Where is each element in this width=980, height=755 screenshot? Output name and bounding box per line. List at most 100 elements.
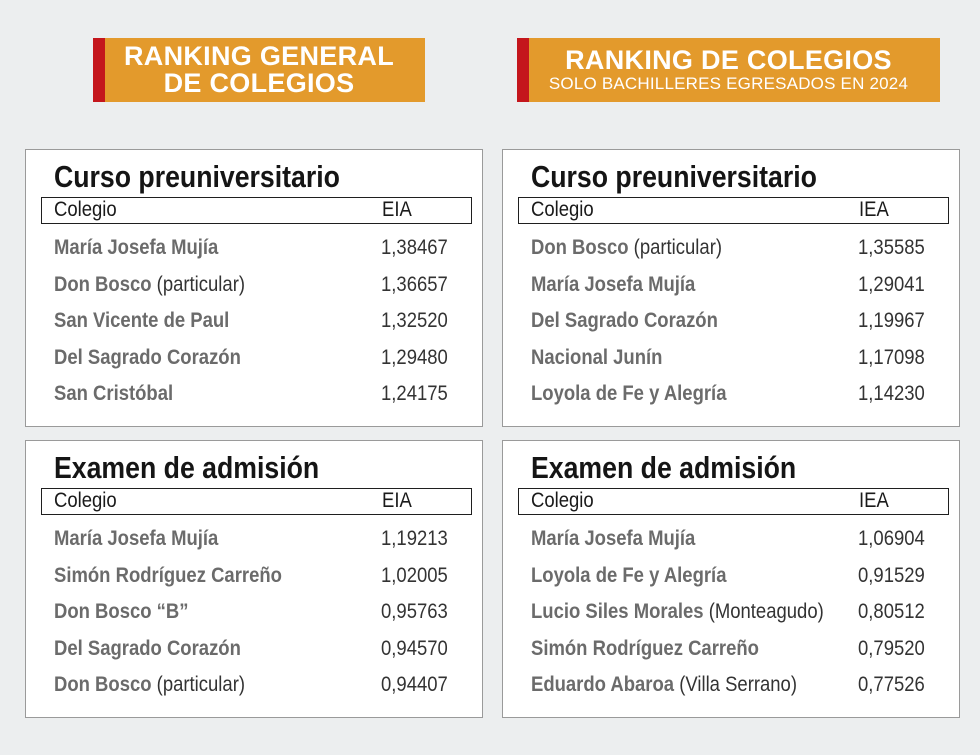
school-name: San Vicente de Paul [54, 303, 229, 339]
table-row: Simón Rodríguez Carreño 0,79520 [503, 631, 959, 667]
school-name: María Josefa Mujía [54, 230, 218, 266]
panel-title: Examen de admisión [54, 450, 320, 485]
index-value: 1,17098 [858, 345, 925, 369]
table-row: San Cristóbal 1,24175 [26, 376, 482, 412]
school-name: Nacional Junín [531, 340, 662, 376]
table-row: Lucio Siles Morales (Monteagudo) 0,80512 [503, 594, 959, 630]
header-colegio: Colegio [54, 198, 117, 221]
header-colegio: Colegio [531, 198, 594, 221]
table-row: Del Sagrado Corazón 1,19967 [503, 303, 959, 339]
index-value: 0,94407 [381, 673, 448, 696]
school-name-detail: (Monteagudo) [708, 600, 824, 623]
table-row: Del Sagrado Corazón 1,29480 [26, 340, 482, 376]
school-name-main: Lucio Siles Morales [531, 600, 704, 623]
index-value: 1,29480 [381, 345, 448, 369]
header-index: IEA [859, 489, 889, 512]
table-row: María Josefa Mujía 1,06904 [503, 521, 959, 557]
banner-right-line2: SOLO BACHILLERES EGRESADOS EN 2024 [548, 73, 909, 93]
index-value: 1,14230 [858, 382, 925, 405]
table-row: Loyola de Fe y Alegría 1,14230 [503, 376, 959, 412]
table-header: Colegio EIA [41, 197, 472, 224]
index-value: 0,80512 [858, 600, 925, 623]
table-row: Nacional Junín 1,17098 [503, 340, 959, 376]
school-name: Don Bosco “B” [54, 594, 189, 630]
school-name: Simón Rodríguez Carreño [531, 631, 759, 667]
header-index: EIA [382, 489, 412, 512]
index-value: 1,24175 [381, 382, 448, 405]
school-name-main: Don Bosco [54, 272, 152, 296]
banner-right-line1: RANKING DE COLEGIOS [565, 44, 892, 75]
school-name: Del Sagrado Corazón [54, 340, 241, 376]
table-header: Colegio EIA [41, 488, 472, 515]
banner-ranking-general: RANKING GENERAL DE COLEGIOS [93, 38, 425, 102]
index-value: 0,91529 [858, 563, 925, 587]
school-name: San Cristóbal [54, 376, 173, 412]
index-value: 1,19213 [381, 527, 448, 550]
school-name: Don Bosco (particular) [54, 267, 245, 303]
school-name-main: Loyola de Fe y Alegría [531, 563, 727, 587]
index-value: 1,32520 [381, 309, 448, 332]
school-name-main: Don Bosco [531, 236, 629, 259]
school-name-main: María Josefa Mujía [531, 272, 696, 296]
school-name: María Josefa Mujía [531, 267, 695, 303]
index-value: 1,19967 [858, 309, 925, 332]
table-row: María Josefa Mujía 1,38467 [26, 230, 482, 266]
table-header: Colegio IEA [518, 488, 949, 515]
table-row: Don Bosco “B” 0,95763 [26, 594, 482, 630]
school-name-main: María Josefa Mujía [54, 236, 219, 259]
school-name-main: San Cristóbal [54, 382, 174, 405]
school-name-main: Del Sagrado Corazón [54, 345, 241, 369]
school-name-main: María Josefa Mujía [54, 527, 219, 550]
panel-left-bottom: Examen de admisión Colegio EIA María Josefa… [25, 440, 483, 718]
table-row: María Josefa Mujía 1,29041 [503, 267, 959, 303]
index-value: 1,35585 [858, 236, 925, 259]
panel-right-bottom: Examen de admisión Colegio IEA María Josefa… [502, 440, 960, 718]
table-row: Don Bosco (particular) 1,36657 [26, 267, 482, 303]
header-colegio: Colegio [531, 489, 594, 512]
index-value: 0,79520 [858, 636, 925, 660]
school-name-main: Del Sagrado Corazón [54, 636, 241, 660]
index-value: 1,38467 [381, 236, 448, 259]
school-name-main: Simón Rodríguez Carreño [54, 563, 282, 587]
panel-title: Examen de admisión [531, 450, 797, 485]
table-row: Don Bosco (particular) 1,35585 [503, 230, 959, 266]
table-row: Loyola de Fe y Alegría 0,91529 [503, 558, 959, 594]
school-name-main: San Vicente de Paul [54, 309, 230, 332]
index-value: 0,94570 [381, 636, 448, 660]
school-name: Don Bosco (particular) [54, 667, 245, 703]
school-name-main: Del Sagrado Corazón [531, 309, 718, 332]
header-index: IEA [859, 198, 889, 221]
banner-left-line1: RANKING GENERAL [123, 41, 394, 71]
table-row: Eduardo Abaroa (Villa Serrano) 0,77526 [503, 667, 959, 703]
school-name-detail: (particular) [633, 236, 723, 259]
index-value: 0,77526 [858, 673, 925, 696]
school-name-main: Nacional Junín [531, 345, 663, 369]
school-name: Loyola de Fe y Alegría [531, 376, 726, 412]
school-name: Simón Rodríguez Carreño [54, 558, 282, 594]
panel-title: Curso preuniversitario [531, 159, 817, 194]
school-name-main: María Josefa Mujía [531, 527, 696, 550]
table-row: Simón Rodríguez Carreño 1,02005 [26, 558, 482, 594]
school-name: Lucio Siles Morales (Monteagudo) [531, 594, 824, 630]
banner-ranking-colegios: RANKING DE COLEGIOS SOLO BACHILLERES EGR… [517, 38, 940, 102]
table-header: Colegio IEA [518, 197, 949, 224]
panel-right-top: Curso preuniversitario Colegio IEA Don Bosc… [502, 149, 960, 427]
index-value: 1,06904 [858, 527, 925, 550]
school-name-main: Don Bosco “B” [54, 600, 189, 623]
school-name-main: Eduardo Abaroa [531, 673, 675, 696]
school-name: Del Sagrado Corazón [54, 631, 241, 667]
banner-left-line2: DE COLEGIOS [163, 68, 355, 98]
school-name-main: Don Bosco [54, 673, 152, 696]
school-name-main: Loyola de Fe y Alegría [531, 382, 727, 405]
header-colegio: Colegio [54, 489, 117, 512]
school-name: Del Sagrado Corazón [531, 303, 718, 339]
school-name: Loyola de Fe y Alegría [531, 558, 726, 594]
school-name: María Josefa Mujía [54, 521, 218, 557]
table-row: San Vicente de Paul 1,32520 [26, 303, 482, 339]
panel-title: Curso preuniversitario [54, 159, 340, 194]
school-name: Eduardo Abaroa (Villa Serrano) [531, 667, 797, 703]
school-name-detail: (particular) [156, 673, 246, 696]
index-value: 1,36657 [381, 272, 448, 296]
header-index: EIA [382, 198, 412, 221]
index-value: 0,95763 [381, 600, 448, 623]
